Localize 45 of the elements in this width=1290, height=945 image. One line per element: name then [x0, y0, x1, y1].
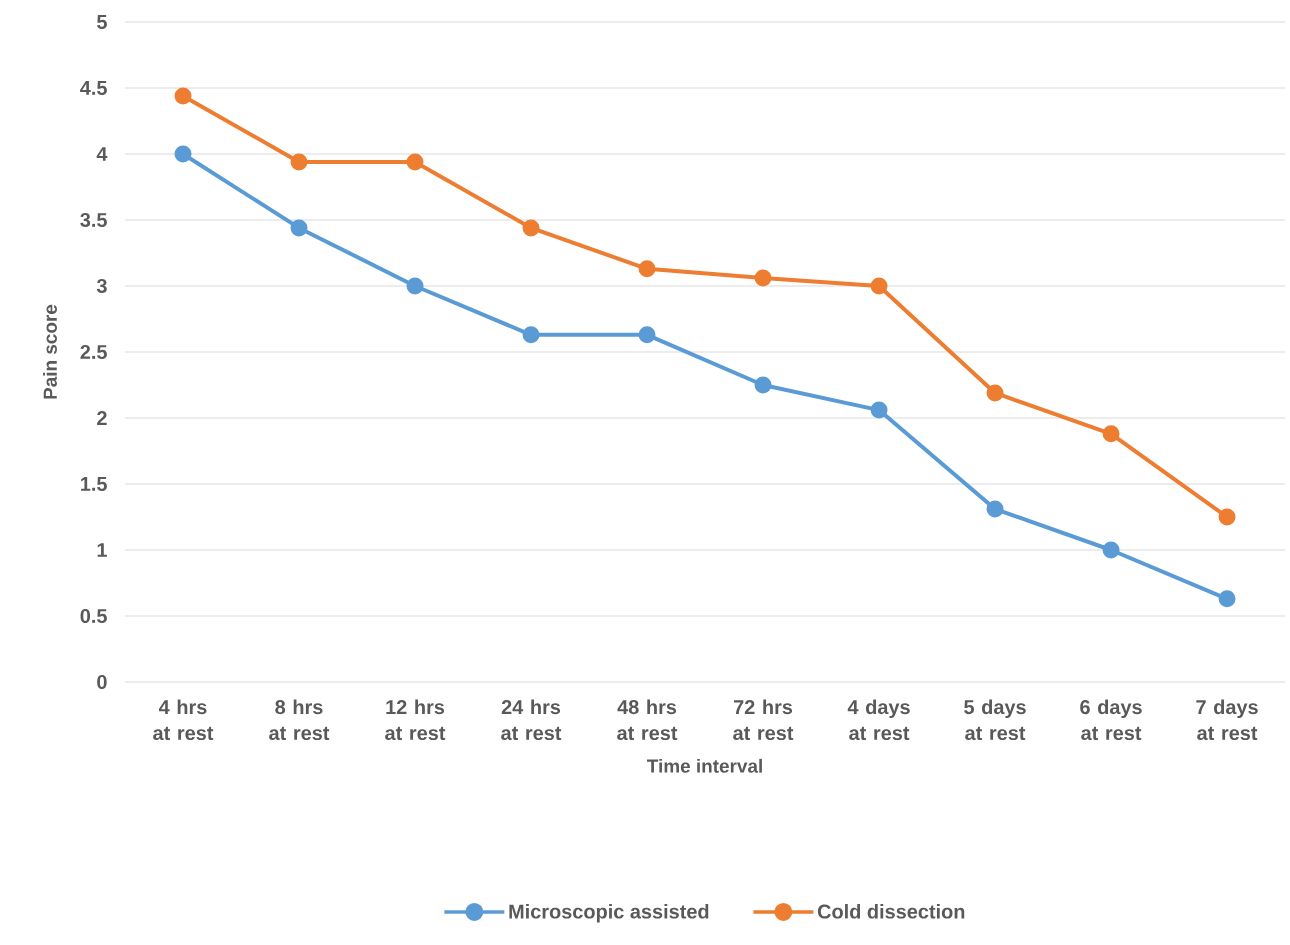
- point: [174, 87, 192, 105]
- x-tick-label: 12 hrs at rest: [385, 699, 446, 741]
- y-tick-label: 2.5: [80, 344, 107, 360]
- y-tick-label: 0.5: [80, 608, 107, 624]
- point: [638, 326, 656, 344]
- x-tick-label: 72 hrs at rest: [733, 699, 794, 741]
- point: [870, 401, 888, 419]
- y-tick-label: 4: [96, 147, 108, 161]
- x-tick-label: 4 hrs at rest: [153, 699, 214, 741]
- legend-label: Microscopic assisted: [509, 903, 709, 923]
- y-tick-label: 1: [97, 543, 107, 557]
- y-axis-title: Pain score: [43, 304, 57, 399]
- x-tick-label: 8 hrs at rest: [269, 699, 330, 741]
- x-tick-label: 5 days at rest: [964, 699, 1026, 741]
- point: [986, 384, 1004, 402]
- x-axis-title: Time interval: [647, 758, 762, 773]
- point: [522, 326, 540, 344]
- point: [406, 277, 424, 295]
- point: [174, 145, 192, 163]
- y-tick-label: 2: [97, 411, 107, 425]
- point: [1218, 508, 1236, 526]
- legend-label: Cold dissection: [817, 903, 965, 919]
- point: [870, 277, 888, 295]
- point: [638, 260, 656, 278]
- point: [406, 153, 424, 171]
- x-tick-label: 6 days at rest: [1080, 699, 1142, 741]
- point: [1102, 425, 1120, 443]
- point: [1102, 541, 1120, 559]
- y-tick-label: 3: [96, 278, 107, 294]
- point: [290, 153, 308, 171]
- x-tick-label: 7 days at rest: [1196, 699, 1258, 741]
- point: [986, 500, 1004, 518]
- point: [754, 269, 772, 287]
- point: [1218, 590, 1236, 608]
- y-tick-label: 5: [97, 15, 107, 29]
- point: [754, 376, 772, 394]
- y-tick-label: 4.5: [80, 81, 107, 95]
- y-tick-label: 3.5: [80, 212, 107, 228]
- x-tick-label: 4 days at rest: [847, 699, 910, 741]
- y-tick-label: 1.5: [81, 477, 107, 491]
- point: [290, 219, 308, 237]
- point: [522, 219, 540, 237]
- x-tick-label: 24 hrs at rest: [501, 699, 562, 741]
- x-tick-label: 48 hrs at rest: [617, 699, 678, 741]
- y-tick-label: 0: [97, 674, 107, 690]
